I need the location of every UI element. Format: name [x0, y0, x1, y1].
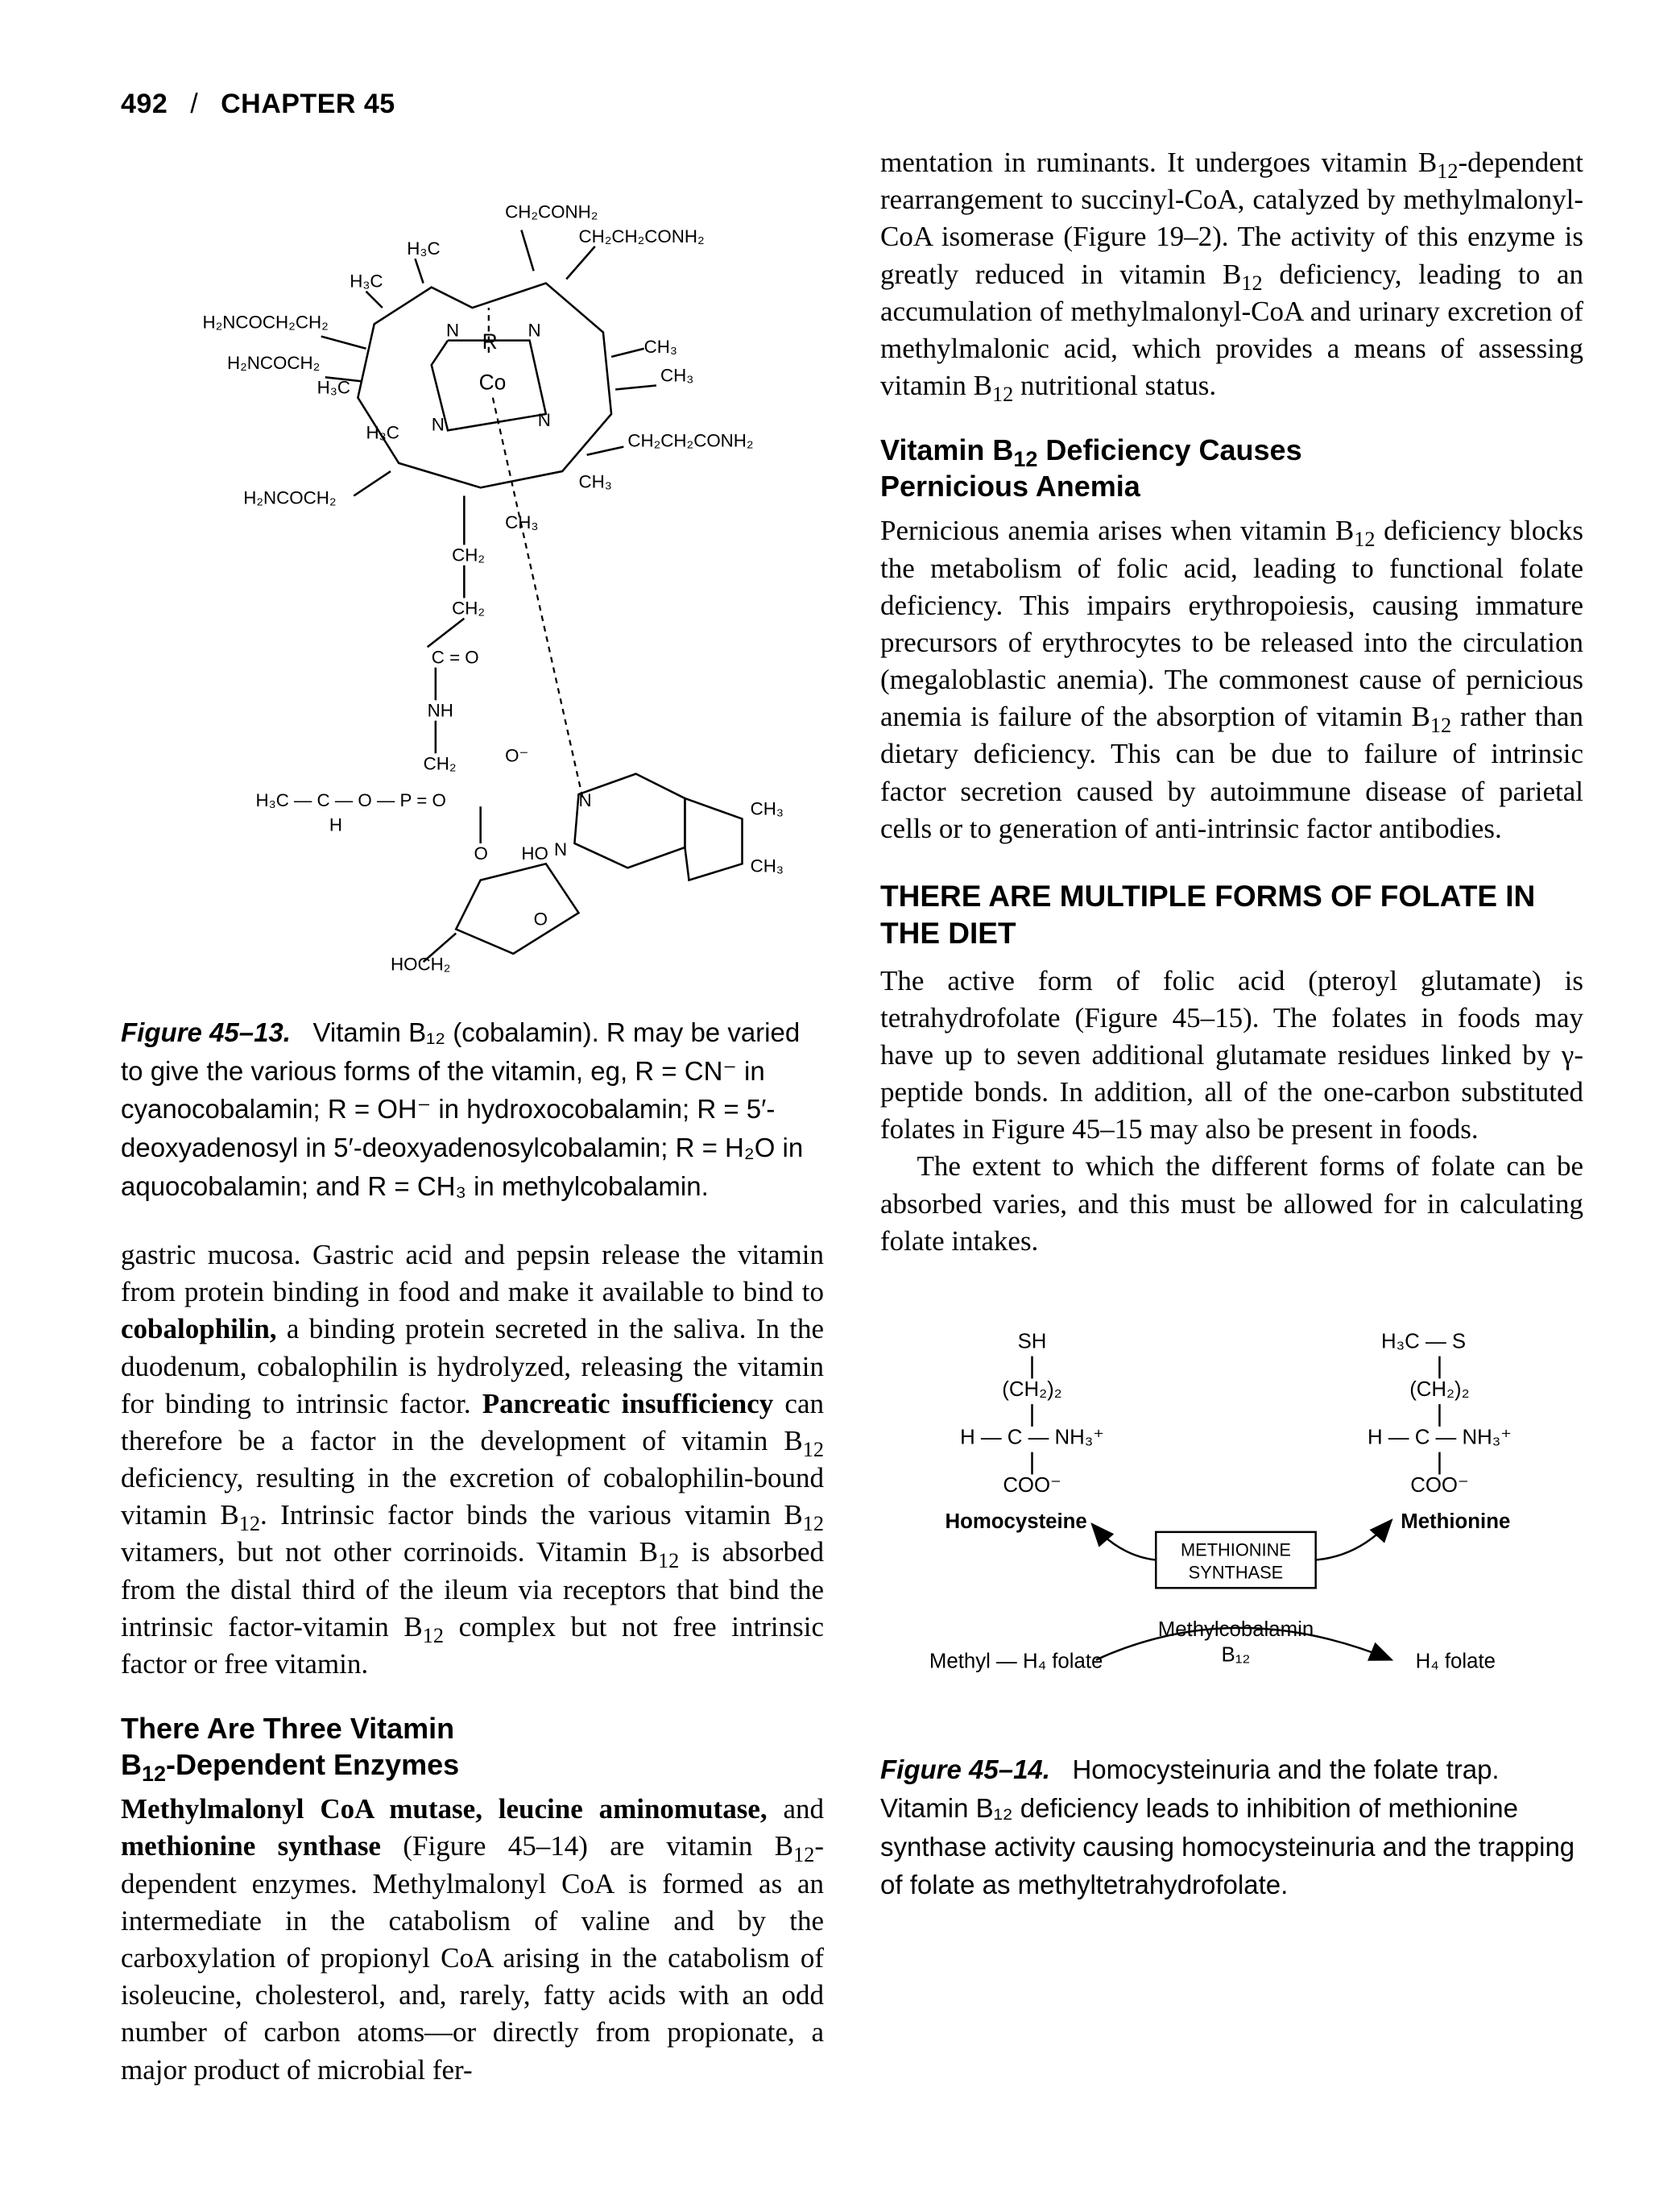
l-t29: HOCH₂	[391, 954, 450, 974]
hcy-coo: COO⁻	[1003, 1474, 1061, 1497]
chapter-label: CHAPTER 45	[221, 89, 395, 119]
hcy-label: Homocysteine	[946, 1510, 1087, 1533]
met-top: H₃C — S	[1381, 1331, 1466, 1353]
co-label: Co	[479, 371, 507, 395]
figure-45-13: Co R N N N N CH₂CONH₂ CH₂CH₂CONH₂ H₃C H₃…	[121, 144, 824, 999]
l-t2: CH₂CH₂CONH₂	[578, 226, 704, 246]
l-t7: CH₃	[660, 365, 693, 385]
para-ruminants: mentation in ruminants. It undergoes vit…	[880, 144, 1583, 404]
l-t17: C = O	[432, 648, 479, 668]
l-t27: CH₃	[751, 798, 784, 818]
l-t19: CH₂	[424, 754, 457, 774]
hcy-mid: H — C — NH₃⁺	[960, 1427, 1104, 1449]
l-t12: CH₃	[578, 471, 611, 491]
figure-45-14-label: Figure 45–14.	[880, 1754, 1050, 1784]
hcy-ch2: (CH₂)₂	[1002, 1378, 1061, 1401]
cofactor-bottom: B₁₂	[1222, 1644, 1251, 1667]
heading-pernicious: Vitamin B12 Deficiency CausesPernicious …	[880, 432, 1583, 504]
l-t13: H₂NCOCH₂	[243, 488, 336, 508]
l-t6: CH₃	[644, 337, 677, 357]
cobalamin-structure-svg: Co R N N N N CH₂CONH₂ CH₂CH₂CONH₂ H₃C H₃…	[121, 144, 824, 995]
cofactor-top: Methylcobalamin	[1158, 1618, 1314, 1641]
l-t20: O⁻	[505, 745, 528, 765]
l-t16: CH₂	[452, 599, 485, 619]
l-t4: H₂NCOCH₂CH₂	[203, 312, 329, 332]
para-folate2: The extent to which the different forms …	[880, 1148, 1583, 1260]
para-enzymes: Methylmalonyl CoA mutase, leucine aminom…	[121, 1791, 824, 2089]
figure-45-13-label: Figure 45–13.	[121, 1017, 291, 1047]
page: 492 / CHAPTER 45 Co R N	[0, 0, 1680, 2212]
l-t21: H₃C — C — O — P = O	[255, 790, 445, 810]
met-label: Methionine	[1401, 1510, 1510, 1533]
running-head: 492 / CHAPTER 45	[121, 89, 1583, 120]
l-t3b: H₃C	[350, 271, 383, 292]
r-label: R	[482, 329, 498, 354]
enzyme-line2: SYNTHASE	[1189, 1562, 1284, 1582]
para-folate1: The active form of folic acid (pteroyl g…	[880, 963, 1583, 1149]
folate-trap-svg: SH (CH₂)₂ H — C — NH₃⁺ COO⁻ Homocysteine…	[880, 1316, 1583, 1732]
l-t5: H₂NCOCH₂	[227, 353, 320, 373]
figure-45-14-caption: Figure 45–14. Homocysteinuria and the fo…	[880, 1750, 1583, 1904]
l-t11: CH₂CH₂CONH₂	[627, 431, 753, 451]
l-t18: NH	[428, 701, 453, 721]
l-h3c2: H₃C	[366, 422, 399, 442]
n2: N	[528, 321, 541, 341]
enzyme-line1: METHIONINE	[1181, 1540, 1291, 1560]
l-t3a: H₃C	[407, 238, 440, 259]
l-t23: O	[474, 843, 488, 864]
met-mid: H — C — NH₃⁺	[1368, 1427, 1512, 1449]
met-coo: COO⁻	[1410, 1474, 1468, 1497]
figure-45-13-caption: Figure 45–13. Vitamin B₁₂ (cobalamin). R…	[121, 1013, 824, 1206]
n4: N	[432, 414, 445, 434]
l-t25: N	[578, 790, 591, 810]
h4folate: H₄ folate	[1416, 1650, 1496, 1672]
right-column: mentation in ruminants. It undergoes vit…	[880, 144, 1583, 2089]
l-t30: O	[534, 909, 548, 929]
two-column-layout: Co R N N N N CH₂CONH₂ CH₂CH₂CONH₂ H₃C H₃…	[121, 144, 1583, 2089]
head-slash: /	[176, 89, 213, 119]
n1: N	[446, 321, 459, 341]
l-t26: N	[554, 839, 567, 860]
methyl-h4folate: Methyl — H₄ folate	[929, 1650, 1103, 1672]
para-gastric: gastric mucosa. Gastric acid and pepsin …	[121, 1236, 824, 1683]
heading-folate-forms: THERE ARE MULTIPLE FORMS OF FOLATE IN TH…	[880, 878, 1583, 953]
l-t22: H	[329, 815, 342, 835]
page-number: 492	[121, 89, 168, 119]
l-t15: CH₂	[452, 545, 485, 565]
left-column: Co R N N N N CH₂CONH₂ CH₂CH₂CONH₂ H₃C H₃…	[121, 144, 824, 2089]
para-pernicious: Pernicious anemia arises when vitamin B1…	[880, 512, 1583, 847]
hcy-sh: SH	[1018, 1331, 1047, 1353]
heading-three-enzymes: There Are Three VitaminB12-Dependent Enz…	[121, 1710, 824, 1783]
figure-45-14: SH (CH₂)₂ H — C — NH₃⁺ COO⁻ Homocysteine…	[880, 1316, 1583, 1736]
l-t28: CH₃	[751, 855, 784, 876]
met-ch2: (CH₂)₂	[1409, 1378, 1469, 1401]
l-t1: CH₂CONH₂	[505, 201, 598, 222]
l-t24: HO	[521, 843, 548, 864]
n3: N	[538, 410, 551, 430]
